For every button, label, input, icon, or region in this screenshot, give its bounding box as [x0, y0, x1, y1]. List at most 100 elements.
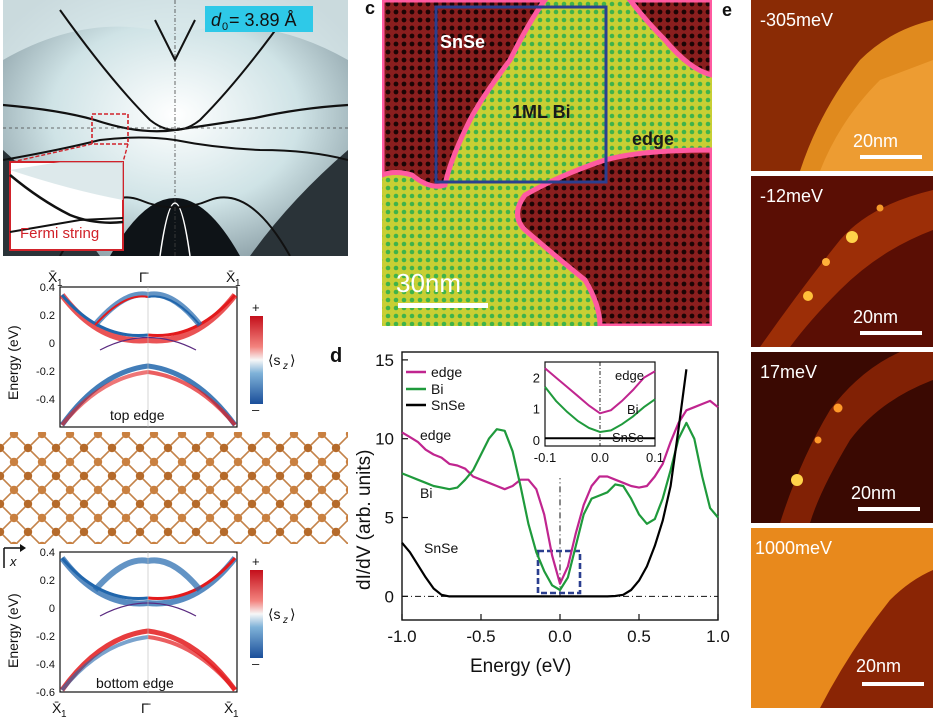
inset-series-edge-line [544, 367, 656, 415]
top-edge-title: top edge [110, 407, 165, 423]
inset-x-tick-label: 0.0 [591, 450, 609, 465]
fermi-string-inset: Fermi string [9, 161, 124, 251]
x-tick-label: 0.0 [548, 627, 572, 646]
d0-badge: d 0 = 3.89 Å [205, 6, 313, 33]
snse-region-top [382, 0, 549, 189]
panel-a: Fermi string d 0 = 3.89 Å [3, 0, 348, 256]
y-tick-label: 5 [385, 509, 394, 528]
y-tick-top-0: 0 [49, 338, 55, 350]
colorbar-label-close: ⟩ [290, 352, 295, 368]
tick-x1-right: X̄ [226, 269, 236, 285]
annot-snse: SnSe [424, 540, 458, 556]
y-tick-top--0.2: -0.2 [36, 366, 55, 378]
tile-3-scale: 20nm [856, 656, 901, 676]
d0-subscript: 0 [222, 21, 228, 33]
colorbar-bottom-plus: + [252, 554, 260, 569]
tick-x1-left-sub: 1 [57, 278, 63, 289]
panel-b-top: X̄ 1 Γ̄ X̄ 1 0.4 0.2 0 -0.2 -0.4 Energy … [5, 269, 295, 428]
tick-bot-gamma: Γ̄ [141, 700, 151, 716]
y-axis-label-top: Energy (eV) [5, 325, 21, 400]
tile-2-energy: 17meV [760, 362, 817, 382]
axis-x-label: x [9, 554, 17, 569]
series-snse-line [401, 369, 688, 598]
inset-series-bi-line [544, 386, 656, 434]
x-axis-label: Energy (eV) [470, 656, 571, 677]
inset-y-tick-label: 2 [533, 371, 540, 386]
x-tick-label: -0.5 [466, 627, 495, 646]
colorbar-bottom-label-sub: z [282, 615, 288, 626]
colorbar-label: ⟨s [268, 352, 280, 368]
axis-x-arrow: x [3, 544, 26, 569]
legend: edge Bi SnSe [406, 364, 465, 413]
tile-3-energy: 1000meV [755, 538, 832, 558]
panel-e-tile-1: -12meV 20nm [751, 176, 933, 347]
y-tick-bot-0.4: 0.4 [40, 547, 55, 559]
panel-e-letter: e [722, 0, 732, 20]
d0-value: = 3.89 Å [229, 10, 297, 30]
label-1ml-bi: 1ML Bi [512, 102, 571, 122]
y-tick-label: 0 [385, 587, 394, 606]
panel-e-tile-0: -305meV 20nm [751, 0, 933, 171]
tick-bot-x1-left-sub: 1 [61, 709, 67, 718]
top-edge-plot-frame [59, 286, 238, 428]
selection-box [434, 5, 608, 184]
x-tick-label: 0.5 [627, 627, 651, 646]
tick-gamma: Γ̄ [139, 269, 149, 285]
inset-label-bi: Bi [627, 402, 639, 417]
colorbar-bottom: + – ⟨s z ⟩ [250, 554, 295, 671]
tick-bot-x1-left: X̄ [52, 700, 62, 716]
y-tick-bot--0.2: -0.2 [36, 631, 55, 643]
y-tick-top--0.4: -0.4 [36, 394, 55, 406]
colorbar-gradient [250, 316, 263, 404]
inset-label-edge: edge [615, 368, 644, 383]
inset-y-tick-label: 1 [533, 402, 540, 417]
tick-bot-x1-right: X̄ [224, 700, 234, 716]
scale-label-c: 30nm [396, 268, 461, 298]
inset-label-snse: SnSe [612, 430, 644, 445]
y-tick-top-0.2: 0.2 [40, 310, 55, 322]
zoom-box [91, 113, 129, 145]
panel-d-letter: d [330, 345, 342, 367]
inset-x-tick-label: 0.1 [646, 450, 664, 465]
label-edge: edge [632, 129, 674, 149]
snse-region-bottom [515, 147, 712, 326]
annot-edge: edge [420, 427, 451, 443]
x-tick-label: -1.0 [387, 627, 416, 646]
colorbar-top: + – ⟨s z ⟩ [250, 300, 295, 417]
colorbar-plus: + [252, 300, 260, 315]
legend-snse: SnSe [431, 397, 465, 413]
label-snse: SnSe [440, 32, 485, 52]
series-bi-line [401, 421, 719, 592]
tile-0-scale: 20nm [853, 131, 898, 151]
inset-chart: -0.1 0.0 0.1 0 1 2 edge Bi SnSe [533, 361, 664, 465]
tile-2-scale: 20nm [851, 483, 896, 503]
bottom-edge-title: bottom edge [96, 675, 174, 691]
y-axis-label-bottom: Energy (eV) [5, 593, 21, 668]
y-tick-bot-0.2: 0.2 [40, 575, 55, 587]
legend-bi: Bi [431, 381, 443, 397]
panel-e-tile-3: 1000meV 20nm [751, 528, 933, 708]
colorbar-bottom-label-close: ⟩ [290, 606, 295, 622]
tick-x1-right-sub: 1 [235, 278, 241, 289]
bottom-edge-plot-frame [59, 551, 238, 693]
y-axis-label: dI/dV (arb. units) [354, 450, 375, 590]
y-tick-label: 10 [375, 430, 394, 449]
colorbar-minus: – [252, 402, 260, 417]
legend-edge: edge [431, 364, 462, 380]
series-edge-line [401, 399, 719, 585]
colorbar-bottom-label: ⟨s [268, 606, 280, 622]
panel-c-stm-map: SnSe 1ML Bi edge 30nm [382, 0, 712, 326]
y-tick-top-0.4: 0.4 [40, 282, 55, 294]
x-tick-label: 1.0 [706, 627, 730, 646]
scale-bar-c [398, 303, 488, 308]
colorbar-label-sub: z [282, 361, 288, 372]
inset-x-tick-label: -0.1 [534, 450, 556, 465]
annot-bi: Bi [420, 485, 432, 501]
inset-y-tick-label: 0 [533, 433, 540, 448]
panel-b-bottom: 0.4 0.2 0 -0.2 -0.4 -0.6 Energy (eV) bot… [5, 547, 295, 718]
atomic-lattice [0, 432, 348, 544]
colorbar-bottom-minus: – [252, 656, 260, 671]
tile-1-energy: -12meV [760, 186, 823, 206]
